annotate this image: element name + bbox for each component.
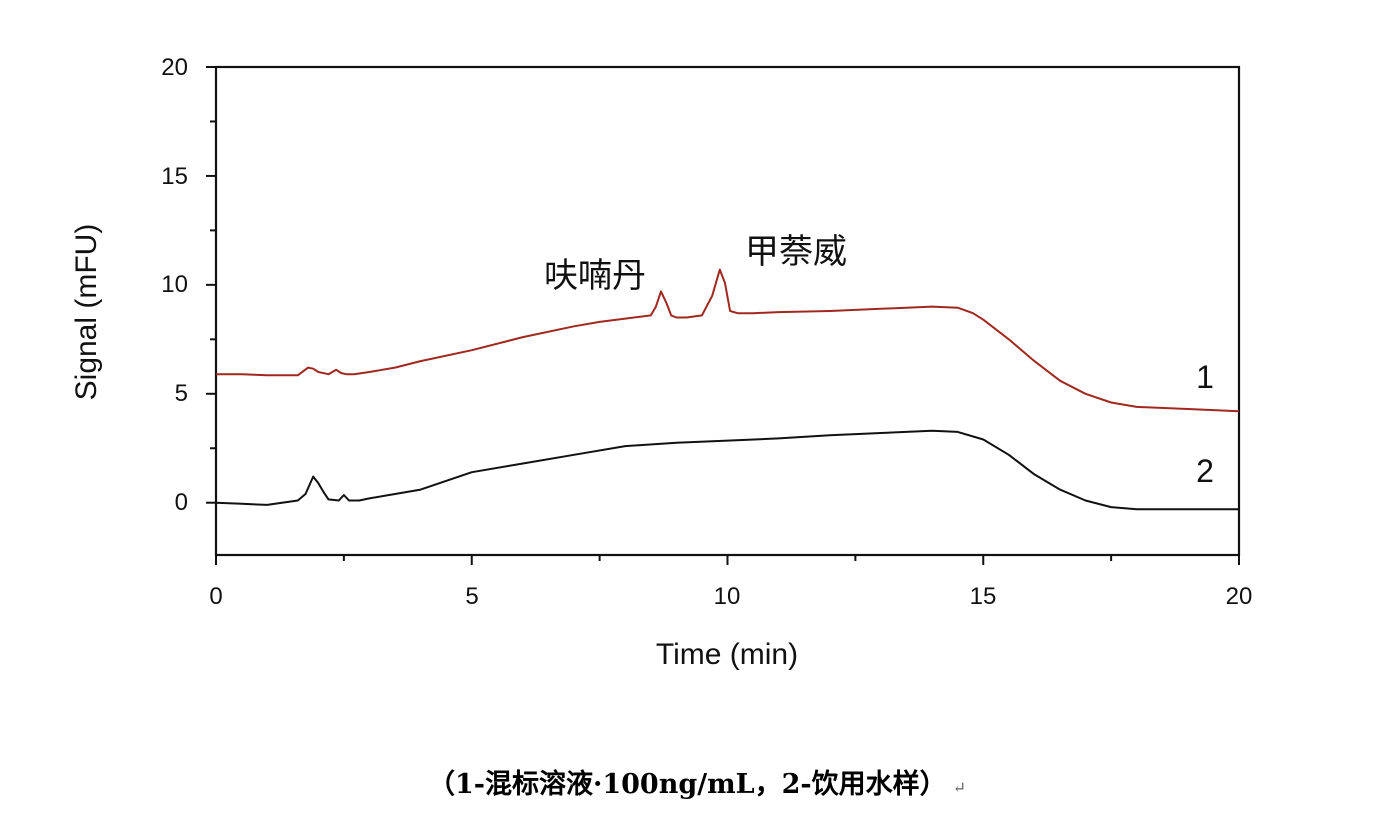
y-axis-title: Signal (mFU)	[70, 224, 103, 401]
tick-labels: 0 5 10 15 20 0 5 10 15 20	[161, 54, 1252, 610]
series-line-1	[216, 268, 1240, 413]
x-axis-title: Time (min)	[656, 638, 798, 671]
axis-ticks	[206, 66, 1240, 565]
y-tick-label: 15	[161, 163, 188, 190]
peak-annotation-carbaryl: 甲萘威	[745, 232, 847, 272]
x-tick-label: 10	[714, 583, 741, 610]
x-tick-label: 5	[465, 583, 478, 610]
y-tick-label: 20	[161, 54, 188, 81]
x-tick-label: 15	[970, 583, 997, 610]
paragraph-mark: ↵	[952, 778, 967, 797]
y-tick-label: 0	[175, 489, 188, 516]
series-layer	[215, 268, 1240, 511]
series-line-2	[215, 429, 1239, 511]
peak-annotation-furadan: 呋喃丹	[544, 256, 646, 296]
y-tick-label: 5	[175, 380, 188, 407]
x-tick-label: 0	[209, 583, 222, 610]
caption-text: （1-混标溶液·100ng/mL，2-饮用水样）	[427, 769, 947, 800]
y-tick-label: 10	[161, 271, 188, 298]
plot-frame	[214, 65, 1241, 557]
figure-caption: （1-混标溶液·100ng/mL，2-饮用水样） ↵	[0, 762, 1394, 801]
x-tick-label: 20	[1226, 583, 1253, 610]
series-label-2: 2	[1196, 453, 1214, 489]
series-label-1: 1	[1196, 359, 1214, 395]
